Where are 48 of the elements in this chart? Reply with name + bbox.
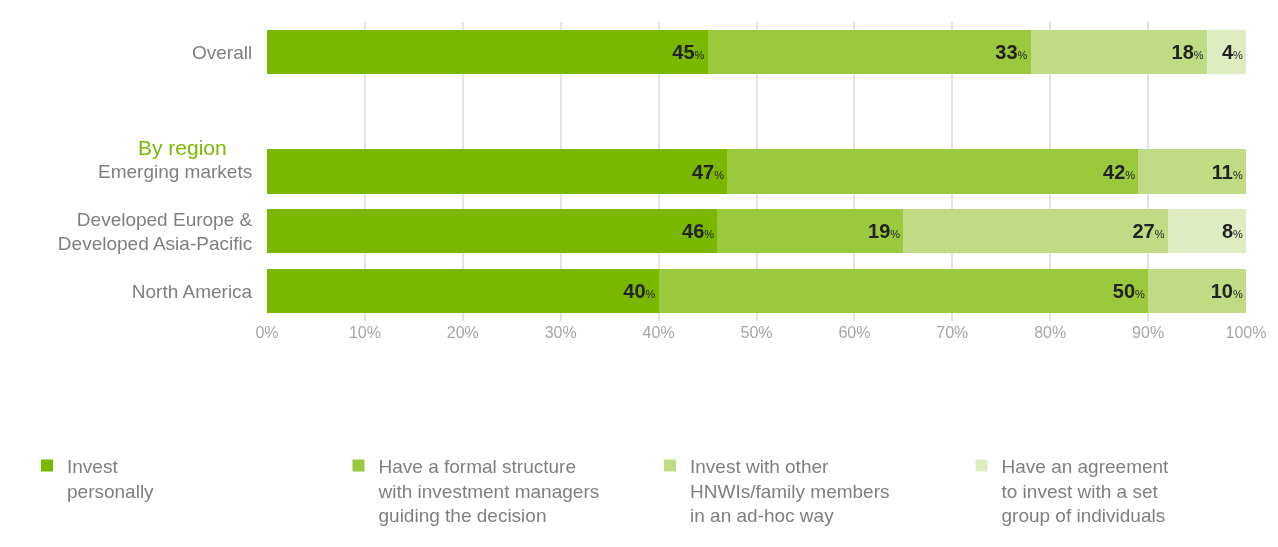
data-label: 4%: [1221, 40, 1243, 63]
bar: [1030, 29, 1207, 75]
bar: [267, 29, 708, 75]
x-tick-label: 20%: [446, 324, 479, 341]
y-tick-label: Overall: [192, 41, 253, 63]
data-label: 45%: [672, 40, 705, 63]
y-tick-label: Developed Europe & Developed Asia-Pacific: [57, 208, 253, 255]
legend-label: Invest personally: [67, 455, 155, 502]
x-tick-label: 0%: [255, 324, 279, 341]
bar: [717, 209, 904, 254]
data-label: 11%: [1211, 160, 1243, 183]
bar: [903, 209, 1168, 254]
x-tick-label: 30%: [544, 324, 577, 341]
bar: [267, 209, 718, 254]
bar: [1148, 268, 1246, 314]
data-label: 19%: [868, 220, 901, 243]
bar: [1167, 209, 1246, 254]
bar: [658, 268, 1149, 314]
x-tick-label: 100%: [1225, 324, 1267, 341]
legend-label: Have a formal structure with investment managers guiding the decision: [377, 455, 600, 527]
x-tick-label: 60%: [838, 324, 871, 341]
data-label: 27%: [1132, 220, 1165, 243]
data-label: 42%: [1103, 160, 1136, 183]
x-tick-label: 40%: [642, 324, 675, 341]
y-tick-label: North America: [131, 280, 253, 302]
x-tick-label: 80%: [1034, 324, 1067, 341]
legend-label: Invest with other HNWIs/family members in an ad-hoc way: [690, 455, 890, 527]
x-tick-label: 50%: [740, 324, 773, 341]
bar: [267, 268, 659, 314]
data-label: 10%: [1210, 280, 1243, 303]
bar: [1138, 149, 1246, 194]
data-label: 46%: [682, 220, 715, 243]
x-tick-label: 70%: [936, 324, 969, 341]
data-label: 40%: [623, 280, 656, 303]
data-label: 18%: [1171, 40, 1204, 63]
y-tick-label: Emerging markets: [98, 161, 253, 183]
bar: [1206, 29, 1246, 75]
text: By region: [138, 136, 227, 159]
data-label: 50%: [1112, 280, 1146, 303]
data-label: 33%: [995, 40, 1028, 63]
data-label: 47%: [691, 160, 725, 183]
bar: [727, 149, 1139, 194]
data-label: 8%: [1221, 220, 1243, 243]
bar: [707, 29, 1031, 75]
bar: [267, 149, 728, 194]
x-tick-label: 10%: [348, 324, 381, 341]
legend-label: Have an agreement to invest with a set group of individuals: [1001, 455, 1170, 527]
x-tick-label: 90%: [1132, 324, 1165, 341]
